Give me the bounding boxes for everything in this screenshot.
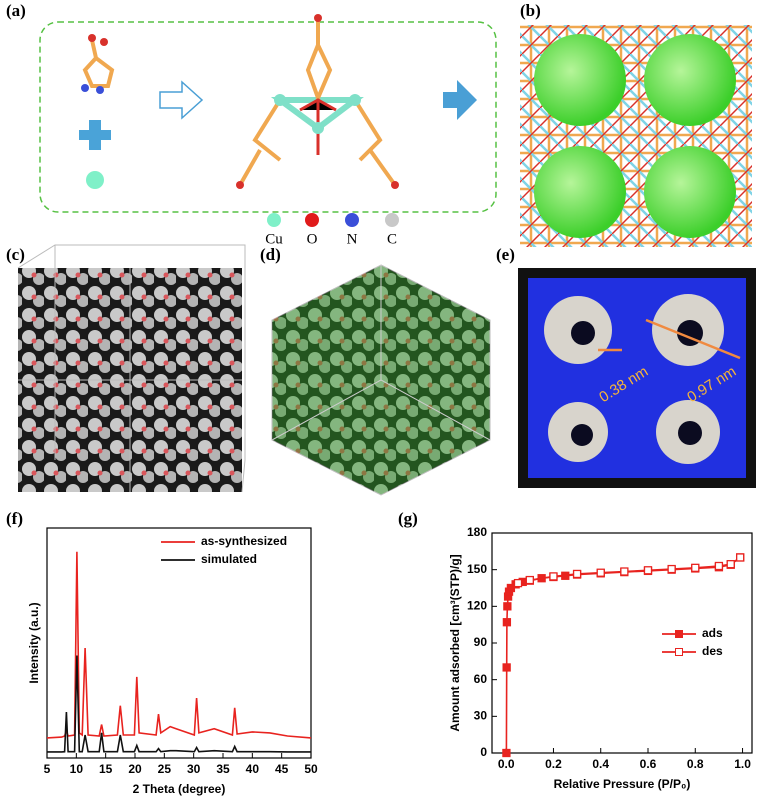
series-line bbox=[46, 551, 312, 739]
x-tick-label: 30 bbox=[187, 762, 201, 776]
x-tick-label: 15 bbox=[99, 762, 113, 776]
y-axis-label: Amount adsorbed [cm³(STP)/g] bbox=[448, 554, 462, 731]
y-tick-label: 120 bbox=[467, 599, 487, 613]
x-tick-label: 5 bbox=[44, 762, 51, 776]
marker bbox=[620, 567, 629, 576]
x-tick-label: 20 bbox=[128, 762, 142, 776]
marker bbox=[736, 553, 745, 562]
x-tick-label: 0.6 bbox=[640, 757, 657, 771]
atom-label: O bbox=[307, 231, 318, 247]
x-tick-label: 0.4 bbox=[592, 757, 609, 771]
plot-frame bbox=[46, 527, 312, 759]
panel-label: (d) bbox=[260, 245, 281, 264]
atom-label: C bbox=[387, 231, 397, 247]
y-tick-label: 90 bbox=[474, 635, 488, 649]
x-tick-label: 45 bbox=[275, 762, 289, 776]
x-tick-label: 0.0 bbox=[498, 757, 515, 771]
panel-label: (e) bbox=[496, 245, 515, 264]
series-line bbox=[47, 655, 311, 753]
marker bbox=[503, 602, 512, 611]
panel-label: (c) bbox=[6, 245, 25, 264]
marker bbox=[643, 566, 653, 575]
marker bbox=[726, 560, 735, 569]
x-tick-label: 25 bbox=[158, 762, 172, 776]
marker bbox=[667, 564, 676, 574]
legend-label: des bbox=[702, 644, 723, 658]
y-tick-label: 150 bbox=[467, 562, 487, 576]
scheme-a: Cu O N C bbox=[39, 14, 497, 247]
marker bbox=[502, 618, 512, 627]
x-axis-label: Relative Pressure (P/P₀) bbox=[554, 777, 691, 791]
x-tick-label: 1.0 bbox=[734, 757, 751, 771]
atom-label: Cu bbox=[265, 231, 283, 247]
x-tick-label: 10 bbox=[70, 762, 84, 776]
marker bbox=[502, 663, 511, 672]
pore-e: 0.38 nm 0.97 nm bbox=[518, 268, 756, 488]
y-tick-label: 0 bbox=[480, 745, 487, 759]
legend-marker bbox=[675, 648, 683, 656]
hexagon-d bbox=[271, 264, 491, 496]
panel-label: (b) bbox=[520, 1, 541, 20]
framework-b bbox=[520, 25, 752, 247]
legend-label: simulated bbox=[201, 552, 257, 566]
y-tick-label: 60 bbox=[474, 672, 488, 686]
legend-marker bbox=[675, 630, 683, 638]
marker bbox=[572, 569, 582, 579]
panel-label: (g) bbox=[398, 509, 418, 528]
y-tick-label: 30 bbox=[474, 709, 488, 723]
marker bbox=[596, 568, 605, 577]
y-axis-label: Intensity (a.u.) bbox=[27, 602, 41, 683]
marker bbox=[513, 578, 523, 588]
cube-c bbox=[17, 244, 246, 493]
marker bbox=[502, 748, 511, 758]
atom-label: N bbox=[347, 231, 358, 247]
x-axis-label: 2 Theta (degree) bbox=[133, 782, 226, 796]
x-tick-label: 40 bbox=[246, 762, 260, 776]
marker bbox=[525, 575, 534, 585]
x-tick-label: 0.2 bbox=[545, 757, 562, 771]
legend-label: as-synthesized bbox=[201, 534, 287, 548]
x-tick-label: 0.8 bbox=[687, 757, 704, 771]
marker bbox=[714, 561, 724, 571]
marker bbox=[691, 563, 700, 572]
panel-label: (f) bbox=[6, 509, 23, 528]
y-tick-label: 180 bbox=[467, 525, 487, 539]
legend-label: ads bbox=[702, 626, 723, 640]
x-tick-label: 35 bbox=[216, 762, 230, 776]
panel-label: (a) bbox=[6, 1, 26, 20]
marker bbox=[549, 572, 558, 581]
x-tick-label: 50 bbox=[304, 762, 318, 776]
